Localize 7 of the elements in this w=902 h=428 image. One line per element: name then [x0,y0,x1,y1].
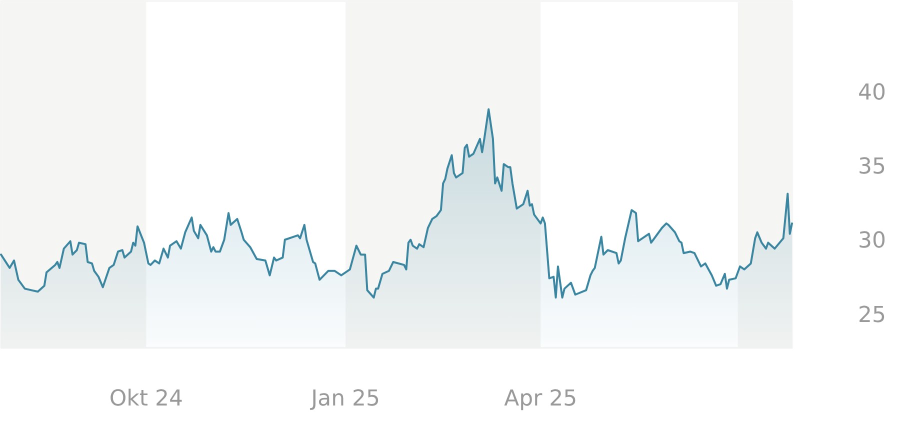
x-tick-label: Apr 25 [504,386,578,412]
y-tick-label: 40 [858,80,886,106]
y-tick-label: 30 [858,228,886,254]
y-tick-label: 35 [858,154,886,180]
x-tick-label: Okt 24 [109,386,184,412]
y-tick-label: 25 [858,302,886,328]
x-tick-label: Jan 25 [309,386,380,412]
